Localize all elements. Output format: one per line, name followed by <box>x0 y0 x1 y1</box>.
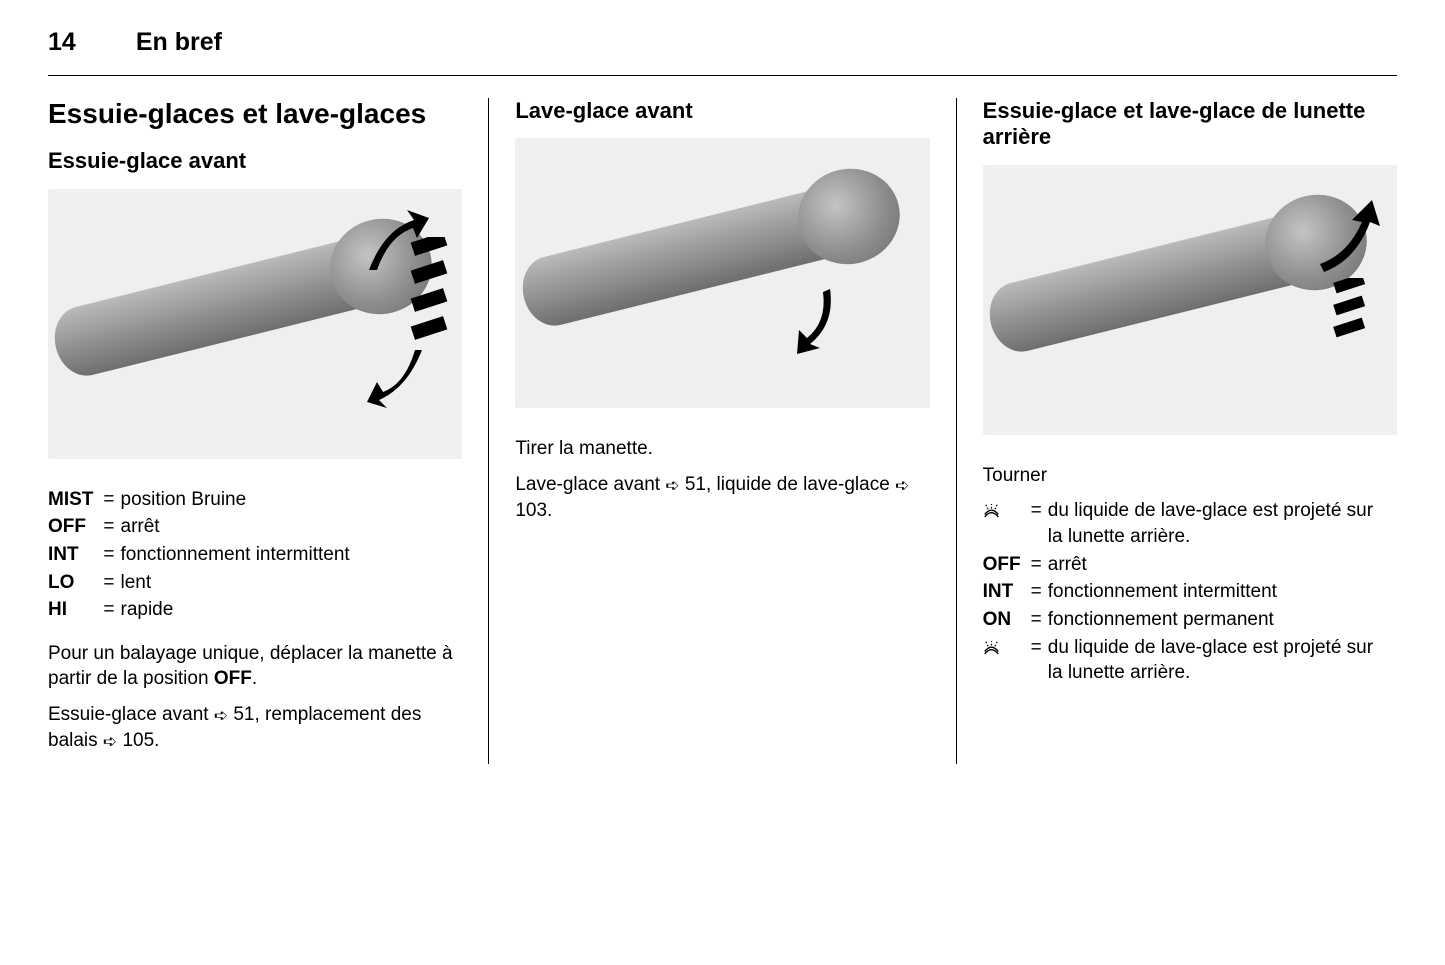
page-ref-icon: ➪ <box>895 475 909 498</box>
def-desc: fonctionnement permanent <box>1048 607 1397 635</box>
def-term: HI <box>48 597 97 625</box>
def-desc: lent <box>121 570 354 598</box>
def-desc: fonctionnement intermittent <box>1048 579 1397 607</box>
def-desc: fonctionnement intermittent <box>121 542 354 570</box>
ref-text: Essuie-glace avant <box>48 704 214 725</box>
def-eq: = <box>1025 607 1048 635</box>
figure-rear-wiper <box>983 165 1397 435</box>
washer-icon <box>983 641 1000 655</box>
col2-ref: Lave-glace avant ➪ 51, liquide de lave-g… <box>515 472 929 524</box>
chapter-title: En bref <box>136 28 222 57</box>
note-bold: OFF <box>214 668 252 689</box>
col3-heading: Essuie-glace et lave-glace de lunette ar… <box>983 98 1397 151</box>
page-number: 14 <box>48 28 76 57</box>
def-eq: = <box>97 542 120 570</box>
def-row: HI=rapide <box>48 597 354 625</box>
def-term: INT <box>983 579 1025 607</box>
def-eq: = <box>97 570 120 598</box>
def-row: MIST=position Bruine <box>48 487 354 515</box>
def-row: = du liquide de lave-glace est projeté s… <box>983 635 1397 688</box>
def-eq: = <box>1025 552 1048 580</box>
columns: Essuie-glaces et lave-glaces Essuie-glac… <box>48 98 1397 764</box>
def-eq: = <box>97 597 120 625</box>
page-ref-icon: ➪ <box>103 731 117 754</box>
page-header: 14 En bref <box>48 28 1397 76</box>
ref-text: Lave-glace avant <box>515 474 665 495</box>
def-row: LO=lent <box>48 570 354 598</box>
def-term-icon <box>983 498 1025 551</box>
figure-front-wiper <box>48 189 462 459</box>
def-desc: arrêt <box>121 514 354 542</box>
def-eq: = <box>97 514 120 542</box>
def-term: MIST <box>48 487 97 515</box>
page-ref-icon: ➪ <box>665 475 679 498</box>
def-term: OFF <box>48 514 97 542</box>
def-term: OFF <box>983 552 1025 580</box>
def-desc: du liquide de lave-glace est projeté sur… <box>1048 498 1397 551</box>
col2-line1: Tirer la manette. <box>515 436 929 462</box>
def-term-icon <box>983 635 1025 688</box>
arrow-rotate-icon <box>1290 186 1380 276</box>
section-title: Essuie-glaces et lave-glaces <box>48 98 462 130</box>
ref-text: 51, liquide de lave-glace <box>680 474 895 495</box>
def-row: INT=fonctionnement intermittent <box>983 579 1397 607</box>
def-row: = du liquide de lave-glace est projeté s… <box>983 498 1397 551</box>
def-desc: position Bruine <box>121 487 354 515</box>
def-row: ON=fonctionnement permanent <box>983 607 1397 635</box>
def-row: OFF=arrêt <box>983 552 1397 580</box>
position-marks-icon <box>1312 278 1372 368</box>
def-eq: = <box>1025 498 1048 551</box>
ref-text: 105. <box>117 730 159 751</box>
arrow-pull-icon <box>785 284 855 354</box>
col1-note: Pour un balayage unique, déplacer la man… <box>48 641 462 692</box>
def-desc: du liquide de lave-glace est projeté sur… <box>1048 635 1397 688</box>
def-term: LO <box>48 570 97 598</box>
col3-lead: Tourner <box>983 463 1397 489</box>
washer-icon <box>983 504 1000 518</box>
figure-front-washer <box>515 138 929 408</box>
def-desc: rapide <box>121 597 354 625</box>
col1-heading: Essuie-glace avant <box>48 148 462 174</box>
note-text: . <box>252 668 257 689</box>
arrow-down-icon <box>367 340 437 410</box>
def-row: OFF=arrêt <box>48 514 354 542</box>
def-row: INT=fonctionnement intermittent <box>48 542 354 570</box>
ref-text: 103. <box>515 500 552 521</box>
col1-ref: Essuie-glace avant ➪ 51, remplacement de… <box>48 702 462 754</box>
page-ref-icon: ➪ <box>214 705 228 728</box>
col2-heading: Lave-glace avant <box>515 98 929 124</box>
column-2: Lave-glace avant Tirer la manette. Lave-… <box>489 98 956 764</box>
def-eq: = <box>1025 579 1048 607</box>
def-term: ON <box>983 607 1025 635</box>
def-desc: arrêt <box>1048 552 1397 580</box>
def-eq: = <box>1025 635 1048 688</box>
column-1: Essuie-glaces et lave-glaces Essuie-glac… <box>48 98 489 764</box>
col1-definitions: MIST=position Bruine OFF=arrêt INT=fonct… <box>48 487 354 625</box>
col3-definitions: = du liquide de lave-glace est projeté s… <box>983 498 1397 687</box>
def-term: INT <box>48 542 97 570</box>
column-3: Essuie-glace et lave-glace de lunette ar… <box>957 98 1397 764</box>
def-eq: = <box>97 487 120 515</box>
